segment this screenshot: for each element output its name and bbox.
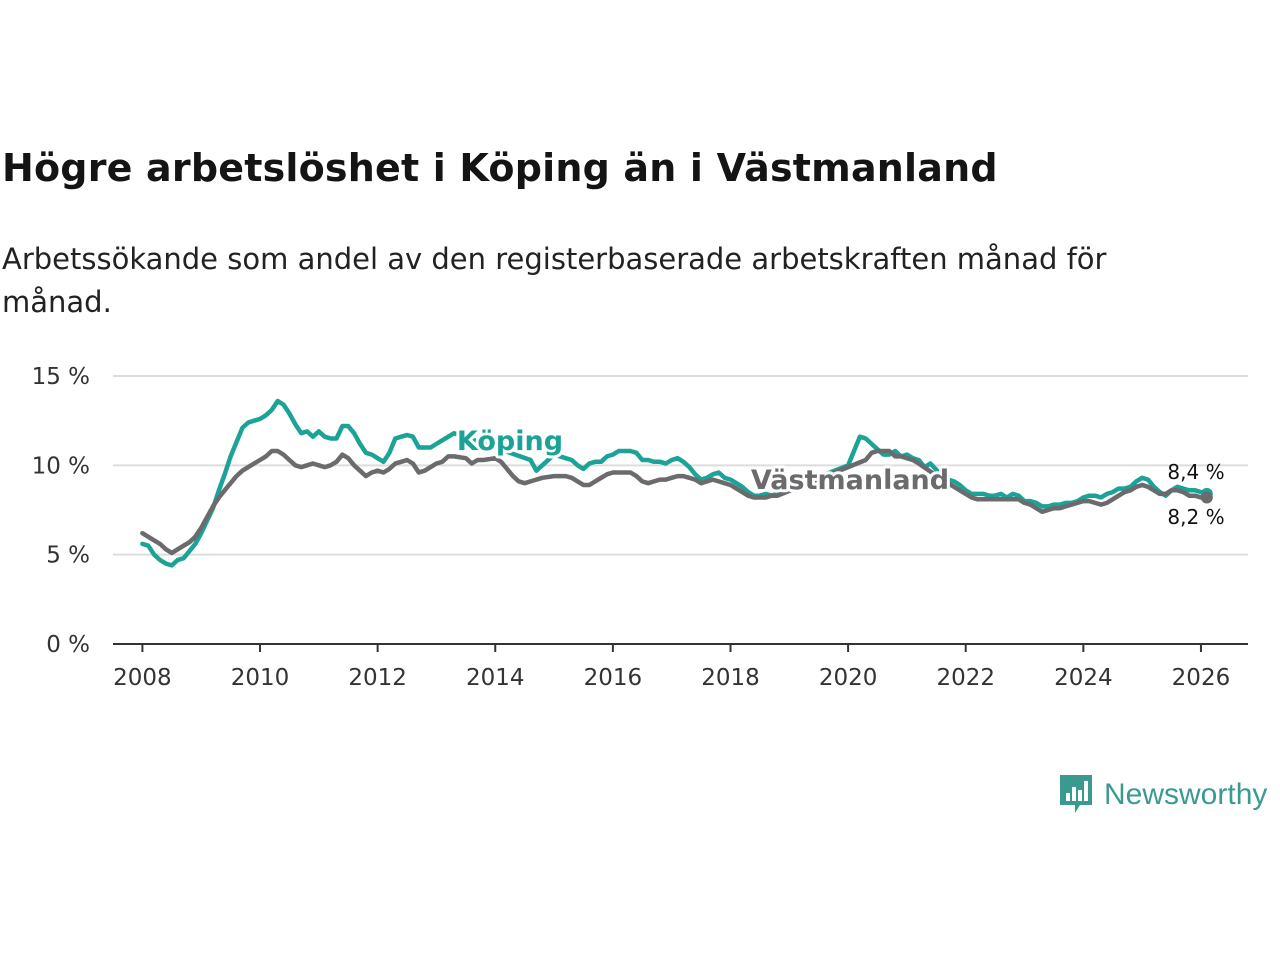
x-tick-label: 2012: [348, 665, 407, 691]
brand-name: Newsworthy: [1104, 778, 1268, 811]
y-tick-label: 0 %: [46, 632, 90, 658]
line-chart: 0 %5 %10 %15 % 2008 2010 2012 2014 2016 2018 2…: [32, 364, 1248, 691]
x-tick-label: 2024: [1054, 665, 1113, 691]
end-label-koping: 8,4 %: [1167, 460, 1224, 484]
chart-title: Högre arbetslöshet i Köping än i Västman…: [2, 146, 998, 190]
x-tick-label: 2022: [936, 665, 995, 691]
x-tick-label: 2018: [701, 665, 760, 691]
series-line-vastmanland: [140, 448, 1210, 556]
newsworthy-logo-icon: [1060, 775, 1092, 813]
brand-logo: Newsworthy: [1058, 773, 1267, 817]
series-end-point: [1200, 491, 1213, 504]
y-tick-label: 15 %: [32, 364, 90, 390]
series-labels: Köping Västmanland 8,4 % 8,2 %: [454, 423, 1225, 529]
x-tick-label: 2020: [819, 665, 878, 691]
end-label-vastmanland: 8,2 %: [1167, 505, 1224, 529]
x-tick-label: 2010: [231, 665, 290, 691]
x-tick-label: 2014: [466, 665, 525, 691]
y-tick-label: 10 %: [32, 453, 90, 479]
series-label-vastmanland: Västmanland: [751, 465, 949, 496]
series-label-koping: Köping: [457, 426, 563, 457]
y-tick-label: 5 %: [46, 543, 90, 569]
chart-subtitle: Arbetssökande som andel av den registerb…: [2, 242, 1107, 319]
series-line-koping: [140, 398, 1210, 568]
series-lines: [140, 398, 1213, 568]
x-tick-label: 2016: [584, 665, 643, 691]
x-tick-label: 2026: [1172, 665, 1231, 691]
x-tick-label: 2008: [113, 665, 172, 691]
x-axis-ticks: 2008 2010 2012 2014 2016 2018 2020 2022 2024 2026: [113, 643, 1248, 691]
y-axis-ticks: 0 % 5 % 10 % 15 %: [32, 364, 90, 658]
